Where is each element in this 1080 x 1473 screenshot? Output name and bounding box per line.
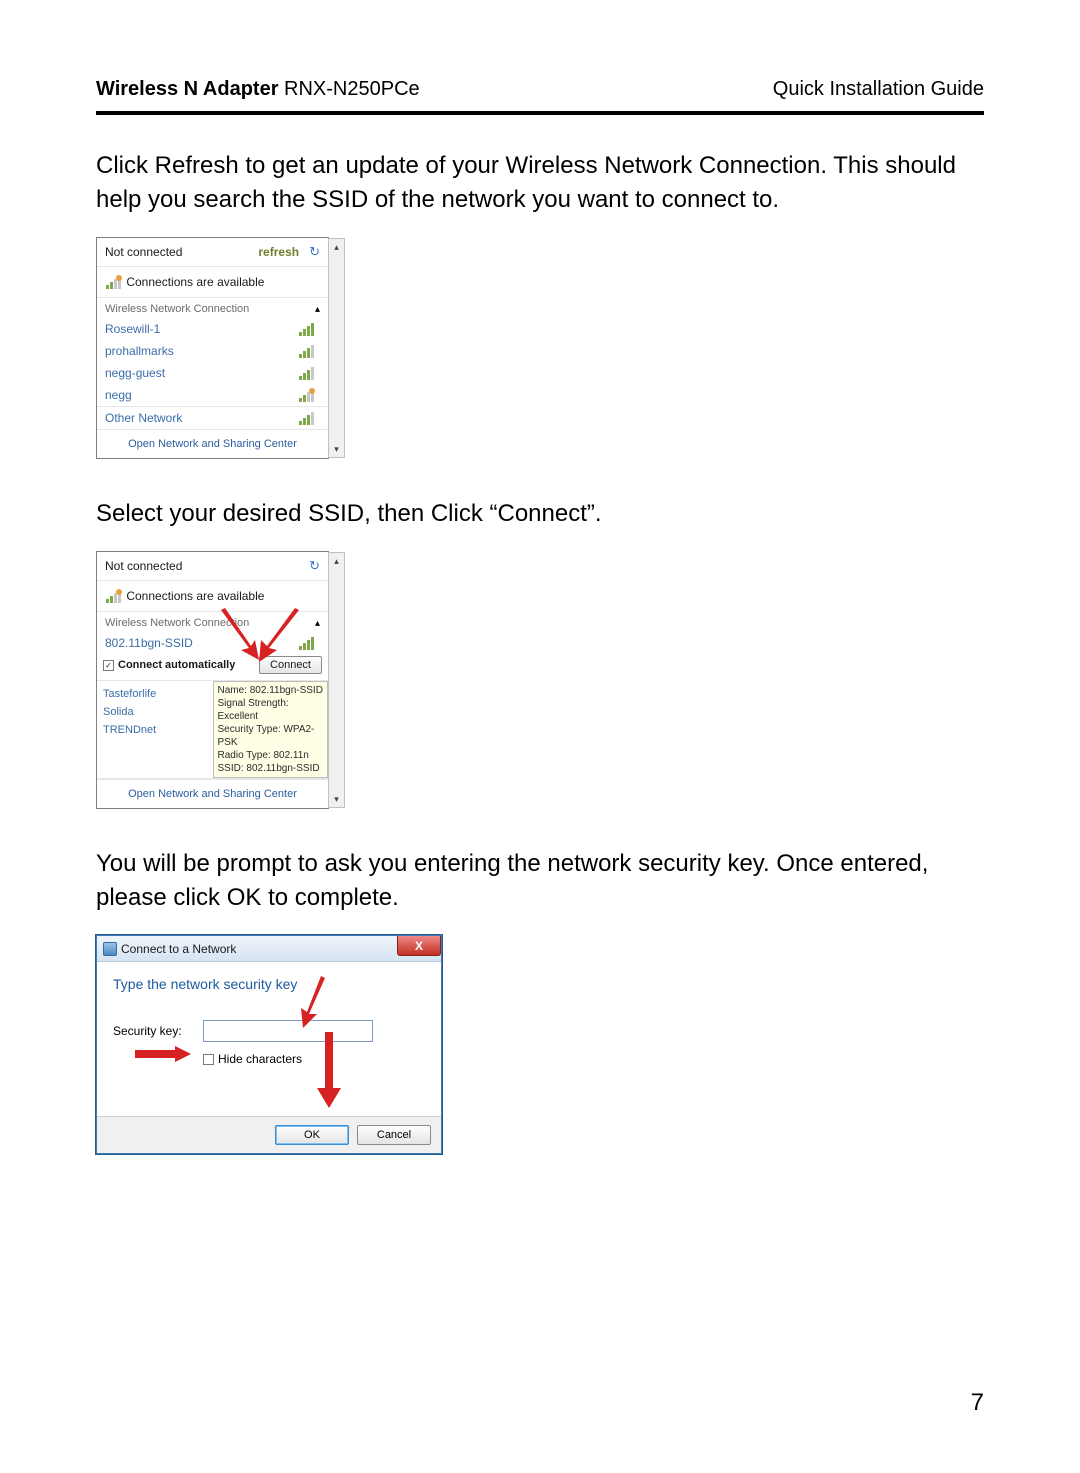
network-flyout-2: Not connected ↻ Connections are availabl… bbox=[96, 551, 329, 809]
status-row: Not connected ↻ bbox=[97, 552, 328, 581]
tooltip-radio: Radio Type: 802.11n bbox=[218, 749, 324, 762]
signal-icon bbox=[298, 344, 316, 358]
scroll-down-icon[interactable]: ▾ bbox=[329, 791, 344, 807]
status-row: Not connected refresh ↻ bbox=[97, 238, 328, 267]
available-text: Connections are available bbox=[126, 589, 264, 603]
chevron-up-icon[interactable]: ▴ bbox=[315, 304, 320, 315]
ssid-label: prohallmarks bbox=[105, 344, 174, 358]
ok-button[interactable]: OK bbox=[275, 1125, 349, 1145]
section-header: Wireless Network Connection ▴ bbox=[97, 297, 328, 318]
sharing-center-link[interactable]: Open Network and Sharing Center bbox=[97, 429, 328, 458]
signal-icon bbox=[105, 589, 123, 603]
security-key-input[interactable] bbox=[203, 1020, 373, 1042]
signal-icon bbox=[298, 322, 316, 336]
dialog-footer: OK Cancel bbox=[97, 1116, 441, 1153]
red-arrow-icon bbox=[315, 1032, 343, 1108]
window-icon bbox=[103, 942, 117, 956]
availability-row: Connections are available bbox=[97, 581, 328, 611]
signal-icon bbox=[298, 366, 316, 380]
link-text: Open Network and Sharing Center bbox=[128, 788, 297, 800]
titlebar: Connect to a Network X bbox=[97, 936, 441, 962]
availability-row: Connections are available bbox=[97, 267, 328, 297]
tooltip-ssid: SSID: 802.11bgn-SSID bbox=[218, 762, 324, 775]
instruction-para-3: You will be prompt to ask you entering t… bbox=[96, 847, 984, 915]
network-item[interactable]: negg bbox=[97, 384, 328, 406]
close-button[interactable]: X bbox=[397, 936, 441, 956]
signal-icon bbox=[105, 275, 123, 289]
network-tooltip: Name: 802.11bgn-SSID Signal Strength: Ex… bbox=[213, 681, 329, 778]
scrollbar[interactable]: ▴ ▾ bbox=[328, 238, 345, 458]
other-network[interactable]: Other Network bbox=[97, 406, 328, 429]
ssid-label: 802.11bgn-SSID bbox=[105, 636, 193, 650]
network-list-tooltip-row: Tasteforlife Solida TRENDnet Name: 802.1… bbox=[97, 681, 328, 779]
network-names-column: Tasteforlife Solida TRENDnet bbox=[97, 681, 213, 778]
tooltip-strength: Signal Strength: Excellent bbox=[218, 697, 324, 723]
ssid-label: negg bbox=[105, 388, 132, 402]
ssid-label: Rosewill-1 bbox=[105, 322, 160, 336]
connect-row: ✓ Connect automatically Connect bbox=[97, 652, 328, 681]
window-title: Connect to a Network bbox=[121, 942, 236, 956]
red-arrow-icon bbox=[135, 1046, 191, 1062]
ssid-label[interactable]: Tasteforlife bbox=[103, 685, 207, 703]
auto-connect-checkbox[interactable]: ✓ bbox=[103, 660, 114, 671]
network-item[interactable]: Rosewill-1 bbox=[97, 318, 328, 340]
hide-characters-checkbox[interactable] bbox=[203, 1054, 214, 1065]
refresh-icon[interactable]: ↻ bbox=[309, 558, 320, 574]
section-title: Wireless Network Connection bbox=[105, 617, 249, 629]
tooltip-name: Name: 802.11bgn-SSID bbox=[218, 684, 324, 697]
scroll-up-icon[interactable]: ▴ bbox=[329, 553, 344, 569]
cancel-button[interactable]: Cancel bbox=[357, 1125, 431, 1145]
available-text: Connections are available bbox=[126, 275, 264, 289]
network-flyout-1: Not connected refresh ↻ Connections are … bbox=[96, 237, 329, 459]
tooltip-security: Security Type: WPA2-PSK bbox=[218, 723, 324, 749]
instruction-para-1: Click Refresh to get an update of your W… bbox=[96, 149, 984, 217]
hide-characters-row: Hide characters bbox=[203, 1052, 425, 1066]
network-item[interactable]: negg-guest bbox=[97, 362, 328, 384]
sharing-center-link[interactable]: Open Network and Sharing Center bbox=[97, 779, 328, 808]
selected-network[interactable]: 802.11bgn-SSID bbox=[97, 632, 328, 652]
refresh-icon[interactable]: ↻ bbox=[309, 244, 320, 259]
signal-icon bbox=[298, 388, 316, 402]
ssid-label[interactable]: TRENDnet bbox=[103, 721, 207, 739]
hide-characters-label: Hide characters bbox=[218, 1052, 302, 1066]
product-name: Wireless N Adapter bbox=[96, 78, 278, 100]
section-header: Wireless Network Connection ▴ bbox=[97, 611, 328, 632]
network-item[interactable]: prohallmarks bbox=[97, 340, 328, 362]
scroll-down-icon[interactable]: ▾ bbox=[329, 441, 344, 457]
instruction-para-2: Select your desired SSID, then Click “Co… bbox=[96, 497, 984, 531]
page-header: Wireless N Adapter RNX-N250PCe Quick Ins… bbox=[96, 78, 984, 115]
signal-icon bbox=[298, 636, 316, 650]
signal-icon bbox=[298, 411, 316, 425]
status-text: Not connected bbox=[105, 245, 182, 259]
link-text: Open Network and Sharing Center bbox=[128, 438, 297, 450]
product-model: RNX-N250PCe bbox=[278, 78, 419, 100]
header-right: Quick Installation Guide bbox=[773, 78, 984, 101]
section-title: Wireless Network Connection bbox=[105, 303, 249, 315]
scroll-up-icon[interactable]: ▴ bbox=[329, 239, 344, 255]
auto-connect-label: Connect automatically bbox=[118, 659, 235, 671]
dialog-body: Type the network security key Security k… bbox=[97, 962, 441, 1116]
security-key-row: Security key: bbox=[113, 1020, 425, 1042]
field-label: Security key: bbox=[113, 1024, 203, 1038]
scrollbar[interactable]: ▴ ▾ bbox=[328, 552, 345, 808]
refresh-link[interactable]: refresh bbox=[258, 245, 299, 259]
dialog-prompt: Type the network security key bbox=[113, 976, 425, 992]
header-left: Wireless N Adapter RNX-N250PCe bbox=[96, 78, 420, 101]
status-text: Not connected bbox=[105, 559, 182, 573]
other-label: Other Network bbox=[105, 411, 182, 425]
chevron-up-icon[interactable]: ▴ bbox=[315, 618, 320, 629]
page-number: 7 bbox=[971, 1389, 984, 1417]
connect-button[interactable]: Connect bbox=[259, 656, 322, 674]
ssid-label[interactable]: Solida bbox=[103, 703, 207, 721]
ssid-label: negg-guest bbox=[105, 366, 165, 380]
security-key-dialog: Connect to a Network X Type the network … bbox=[96, 935, 442, 1154]
close-icon: X bbox=[415, 939, 423, 953]
